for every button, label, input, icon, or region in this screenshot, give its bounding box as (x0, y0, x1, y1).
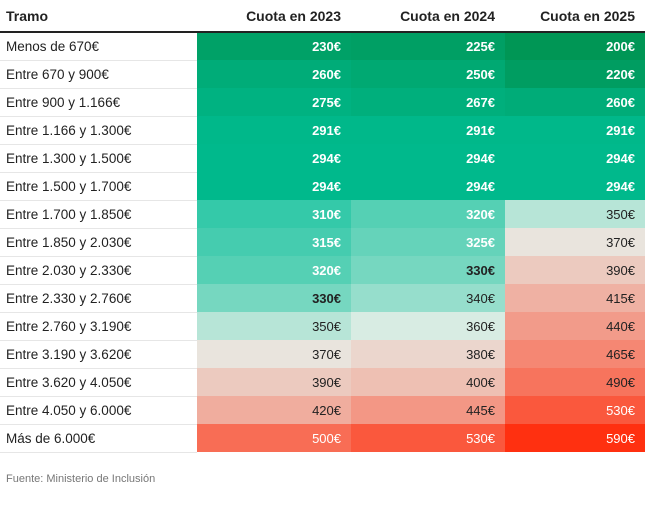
row-label: Menos de 670€ (0, 32, 197, 61)
value-cell: 370€ (505, 228, 645, 256)
value-cell: 294€ (351, 144, 505, 172)
value-cell: 291€ (351, 116, 505, 144)
value-cell: 390€ (197, 368, 351, 396)
value-cell: 294€ (351, 172, 505, 200)
value-cell: 350€ (505, 200, 645, 228)
value-cell: 340€ (351, 284, 505, 312)
table-body: Menos de 670€ 230€ 225€ 200€ Entre 670 y 900… (0, 32, 645, 453)
row-label: Entre 900 y 1.166€ (0, 88, 197, 117)
column-header-2024: Cuota en 2024 (351, 0, 505, 33)
table-row: Entre 1.850 y 2.030€ 315€ 325€ 370€ (0, 228, 645, 257)
table-row: Entre 4.050 y 6.000€ 420€ 445€ 530€ (0, 396, 645, 425)
value-cell: 230€ (197, 32, 351, 60)
table-row: Entre 1.700 y 1.850€ 310€ 320€ 350€ (0, 200, 645, 229)
value-cell: 294€ (505, 144, 645, 172)
value-cell: 400€ (351, 368, 505, 396)
value-cell: 530€ (505, 396, 645, 424)
table-row: Entre 1.300 y 1.500€ 294€ 294€ 294€ (0, 144, 645, 173)
value-cell: 294€ (505, 172, 645, 200)
row-label: Entre 3.620 y 4.050€ (0, 368, 197, 397)
row-label: Entre 1.500 y 1.700€ (0, 172, 197, 201)
value-cell: 320€ (351, 200, 505, 228)
column-header-tramo: Tramo (0, 0, 197, 33)
value-cell: 370€ (197, 340, 351, 368)
table-row: Entre 2.760 y 3.190€ 350€ 360€ 440€ (0, 312, 645, 341)
value-cell: 320€ (197, 256, 351, 284)
value-cell: 225€ (351, 32, 505, 60)
value-cell: 260€ (505, 88, 645, 116)
value-cell: 445€ (351, 396, 505, 424)
table-row: Entre 670 y 900€ 260€ 250€ 220€ (0, 60, 645, 89)
value-cell: 415€ (505, 284, 645, 312)
table-row: Entre 2.030 y 2.330€ 320€ 330€ 390€ (0, 256, 645, 285)
header-row: Tramo Cuota en 2023 Cuota en 2024 Cuota … (0, 0, 645, 33)
table-row: Entre 900 y 1.166€ 275€ 267€ 260€ (0, 88, 645, 117)
column-header-2025: Cuota en 2025 (505, 0, 645, 33)
value-cell: 315€ (197, 228, 351, 256)
row-label: Entre 2.760 y 3.190€ (0, 312, 197, 341)
value-cell: 420€ (197, 396, 351, 424)
value-cell: 490€ (505, 368, 645, 396)
table-row: Entre 3.190 y 3.620€ 370€ 380€ 465€ (0, 340, 645, 369)
value-cell: 260€ (197, 60, 351, 88)
column-header-2023: Cuota en 2023 (197, 0, 351, 33)
value-cell: 500€ (197, 424, 351, 452)
value-cell: 200€ (505, 32, 645, 60)
value-cell: 291€ (505, 116, 645, 144)
quota-table: Tramo Cuota en 2023 Cuota en 2024 Cuota … (0, 0, 645, 453)
value-cell: 530€ (351, 424, 505, 452)
table-row: Entre 2.330 y 2.760€ 330€ 340€ 415€ (0, 284, 645, 313)
value-cell: 330€ (197, 284, 351, 312)
value-cell: 294€ (197, 144, 351, 172)
value-cell: 267€ (351, 88, 505, 116)
value-cell: 360€ (351, 312, 505, 340)
source-note: Fuente: Ministerio de Inclusión (6, 473, 156, 485)
row-label: Entre 1.166 y 1.300€ (0, 116, 197, 145)
row-label: Entre 1.700 y 1.850€ (0, 200, 197, 229)
value-cell: 330€ (351, 256, 505, 284)
table-row: Menos de 670€ 230€ 225€ 200€ (0, 32, 645, 61)
value-cell: 310€ (197, 200, 351, 228)
value-cell: 380€ (351, 340, 505, 368)
table-row: Entre 1.166 y 1.300€ 291€ 291€ 291€ (0, 116, 645, 145)
row-label: Entre 2.030 y 2.330€ (0, 256, 197, 285)
value-cell: 220€ (505, 60, 645, 88)
table-row: Entre 3.620 y 4.050€ 390€ 400€ 490€ (0, 368, 645, 397)
value-cell: 465€ (505, 340, 645, 368)
row-label: Entre 1.300 y 1.500€ (0, 144, 197, 173)
table-row: Entre 1.500 y 1.700€ 294€ 294€ 294€ (0, 172, 645, 201)
row-label: Entre 1.850 y 2.030€ (0, 228, 197, 257)
row-label: Entre 2.330 y 2.760€ (0, 284, 197, 313)
value-cell: 291€ (197, 116, 351, 144)
value-cell: 294€ (197, 172, 351, 200)
row-label: Más de 6.000€ (0, 424, 197, 453)
row-label: Entre 3.190 y 3.620€ (0, 340, 197, 369)
value-cell: 325€ (351, 228, 505, 256)
row-label: Entre 4.050 y 6.000€ (0, 396, 197, 425)
table-row: Más de 6.000€ 500€ 530€ 590€ (0, 424, 645, 453)
value-cell: 250€ (351, 60, 505, 88)
value-cell: 275€ (197, 88, 351, 116)
value-cell: 440€ (505, 312, 645, 340)
value-cell: 390€ (505, 256, 645, 284)
value-cell: 590€ (505, 424, 645, 452)
row-label: Entre 670 y 900€ (0, 60, 197, 89)
value-cell: 350€ (197, 312, 351, 340)
